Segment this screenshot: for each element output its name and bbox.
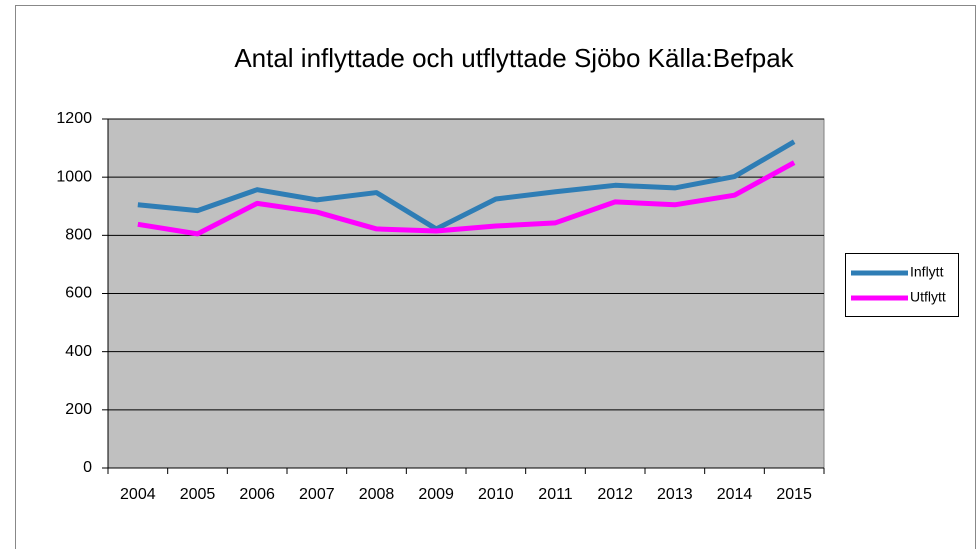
y-tick-label: 0 (83, 459, 92, 476)
legend-label: Utflytt (910, 289, 946, 305)
line-series (137, 139, 796, 232)
y-tick-label: 200 (65, 401, 92, 418)
x-tick-label: 2006 (239, 486, 275, 503)
y-tick-label: 600 (65, 285, 92, 302)
x-tick-label: 2004 (120, 486, 156, 503)
x-tick-label: 2007 (299, 486, 335, 503)
legend-label: Inflytt (910, 264, 944, 280)
y-tick-label: 1200 (56, 110, 92, 127)
x-tick-label: 2005 (180, 486, 216, 503)
x-tick-label: 2012 (597, 486, 633, 503)
x-tick-label: 2009 (418, 486, 454, 503)
legend (845, 253, 959, 317)
chart-title: Antal inflyttade och utflyttade Sjöbo Kä… (234, 43, 794, 73)
x-tick-label: 2014 (717, 486, 753, 503)
line-series (137, 160, 796, 237)
y-tick-label: 400 (65, 343, 92, 360)
x-tick-label: 2010 (478, 486, 514, 503)
x-tick-label: 2013 (657, 486, 693, 503)
y-tick-label: 800 (65, 227, 92, 244)
x-tick-label: 2008 (359, 486, 395, 503)
y-tick-label: 1000 (56, 168, 92, 185)
x-tick-label: 2011 (538, 486, 573, 503)
x-tick-label: 2015 (776, 486, 812, 503)
